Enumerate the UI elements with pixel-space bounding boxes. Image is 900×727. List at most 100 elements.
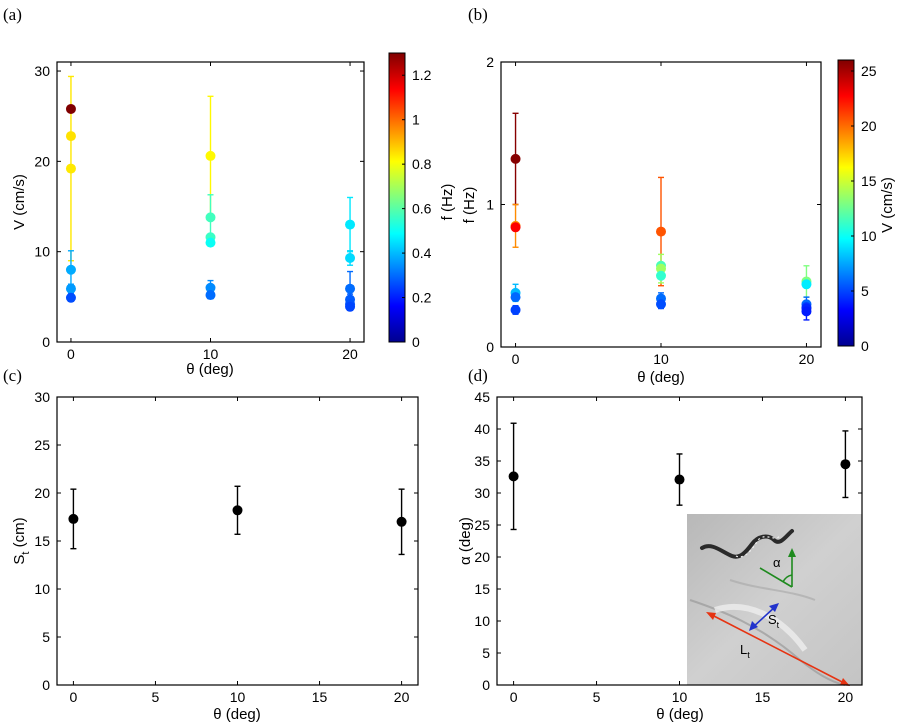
colorbar-tick-label-b: 20 bbox=[861, 118, 877, 134]
y-tick-label-b: 1 bbox=[486, 197, 494, 213]
y-tick-label-a: 30 bbox=[34, 63, 50, 79]
axes-frame-a bbox=[56, 61, 365, 343]
y-tick-label-b: 0 bbox=[486, 339, 494, 355]
colorbar-label-b: V (cm/s) bbox=[879, 177, 896, 233]
y-tick-label-d: 5 bbox=[482, 645, 490, 661]
plot-area-c: 0 5 10 15 20 0 5 10 15 20 25 30 bbox=[34, 389, 418, 705]
data-point bbox=[396, 516, 407, 527]
inset-photo: α St Lt bbox=[687, 514, 862, 686]
inset-snake-pattern bbox=[735, 535, 781, 558]
data-point bbox=[65, 103, 76, 114]
inset-surface-crease bbox=[729, 579, 816, 601]
y-axis-label-b: f (Hz) bbox=[461, 187, 478, 224]
x-tick-label-b: 20 bbox=[799, 351, 815, 367]
inset-alpha-body-line bbox=[759, 567, 793, 588]
colorbar-tick-label-a: 1 bbox=[412, 112, 420, 128]
y-tick-label-c: 15 bbox=[34, 533, 50, 549]
y-tick-label-d: 0 bbox=[482, 677, 490, 693]
data-point bbox=[65, 163, 76, 174]
x-tick-label-c: 15 bbox=[312, 689, 328, 705]
y-tick-label-c: 5 bbox=[42, 629, 50, 645]
y-tick-label-d: 35 bbox=[474, 453, 490, 469]
x-axis-label-d: θ (deg) bbox=[656, 706, 704, 723]
data-point bbox=[510, 222, 521, 233]
colorbar-b bbox=[837, 59, 855, 347]
data-point bbox=[205, 290, 216, 301]
y-axis-label-c-unit: (cm) bbox=[11, 517, 28, 551]
y-axis-label-c-main: S bbox=[11, 555, 28, 565]
data-point bbox=[656, 299, 666, 310]
colorbar-tick-label-a: 0.4 bbox=[412, 245, 432, 261]
colorbar-ticks-b: 0 5 10 15 20 25 bbox=[851, 63, 877, 354]
inset-alpha-label: α bbox=[773, 555, 781, 570]
plot-area-b: 0 10 20 0 1 2 bbox=[486, 54, 821, 367]
panel-c: (c) 0 5 10 15 20 0 5 10 15 20 25 30 θ (deg) St (cm) bbox=[3, 366, 419, 723]
x-tick-label-c: 20 bbox=[394, 689, 410, 705]
data-point bbox=[205, 150, 216, 161]
x-tick-label-a: 10 bbox=[203, 346, 219, 362]
data-point bbox=[232, 505, 243, 516]
y-axis-label-d: α (deg) bbox=[457, 517, 474, 565]
inset-trail-highlight bbox=[714, 603, 808, 652]
y-tick-label-d: 20 bbox=[474, 549, 490, 565]
data-point bbox=[68, 513, 79, 524]
data-point bbox=[801, 279, 812, 290]
x-axis-label-c: θ (deg) bbox=[213, 706, 261, 723]
inset-st-arrowhead-bottom bbox=[749, 621, 758, 631]
y-tick-label-a: 10 bbox=[34, 244, 50, 260]
colorbar-a bbox=[388, 52, 406, 343]
inset-st-label: St bbox=[768, 612, 780, 630]
colorbar-tick-label-b: 25 bbox=[861, 63, 877, 79]
y-tick-label-d: 30 bbox=[474, 485, 490, 501]
y-tick-label-c: 25 bbox=[34, 437, 50, 453]
inset-snake-body bbox=[700, 529, 794, 559]
inset-st-label-main: S bbox=[768, 612, 777, 627]
inset-st-arrowhead-top bbox=[769, 603, 779, 612]
colorbar-tick-label-b: 15 bbox=[861, 173, 877, 189]
x-axis-label-a: θ (deg) bbox=[186, 361, 234, 378]
y-tick-label-b: 2 bbox=[486, 54, 494, 70]
colorbar-tick-label-b: 5 bbox=[861, 283, 869, 299]
y-tick-label-c: 10 bbox=[34, 581, 50, 597]
panel-d: (d) 0 5 10 15 20 0 5 10 15 20 25 30 35 40 45 α St Lt bbox=[457, 366, 863, 723]
plot-area-a: 0 10 20 0 10 20 30 bbox=[34, 62, 364, 362]
x-axis-label-b: θ (deg) bbox=[637, 369, 685, 386]
data-point bbox=[508, 471, 519, 482]
x-tick-label-c: 0 bbox=[70, 689, 78, 705]
y-tick-label-a: 0 bbox=[42, 334, 50, 350]
data-point bbox=[674, 474, 685, 485]
panel-label-b: (b) bbox=[468, 5, 488, 24]
data-point bbox=[205, 212, 216, 223]
x-tick-label-b: 10 bbox=[653, 351, 669, 367]
x-tick-label-c: 10 bbox=[230, 689, 246, 705]
data-point bbox=[656, 226, 666, 237]
x-tick-label-a: 20 bbox=[342, 346, 358, 362]
y-tick-label-d: 10 bbox=[474, 613, 490, 629]
data-point bbox=[510, 292, 521, 303]
data-point bbox=[345, 219, 356, 230]
inset-trail-shading bbox=[689, 599, 846, 686]
inset-lt-label-sub: t bbox=[747, 650, 750, 660]
y-tick-label-d: 40 bbox=[474, 421, 490, 437]
colorbar-tick-label-b: 10 bbox=[861, 228, 877, 244]
data-point bbox=[656, 270, 666, 281]
panel-label-d: (d) bbox=[468, 366, 488, 385]
y-tick-label-c: 0 bbox=[42, 677, 50, 693]
axes-frame-d bbox=[496, 396, 863, 686]
inset-lt-arrowhead-left bbox=[706, 612, 716, 620]
y-tick-label-a: 20 bbox=[34, 153, 50, 169]
x-tick-label-d: 0 bbox=[510, 689, 518, 705]
data-point bbox=[65, 283, 76, 294]
y-tick-label-c: 30 bbox=[34, 389, 50, 405]
x-tick-label-d: 10 bbox=[672, 689, 688, 705]
y-tick-label-d: 45 bbox=[474, 389, 490, 405]
inset-lt-arrowhead-right bbox=[840, 678, 850, 686]
y-tick-label-c: 20 bbox=[34, 485, 50, 501]
y-axis-label-c: St (cm) bbox=[11, 517, 32, 564]
x-tick-label-a: 0 bbox=[67, 346, 75, 362]
axes-frame-b bbox=[500, 61, 822, 348]
colorbar-label-a: f (Hz) bbox=[439, 184, 456, 221]
data-point bbox=[345, 301, 356, 312]
data-point bbox=[65, 292, 76, 303]
